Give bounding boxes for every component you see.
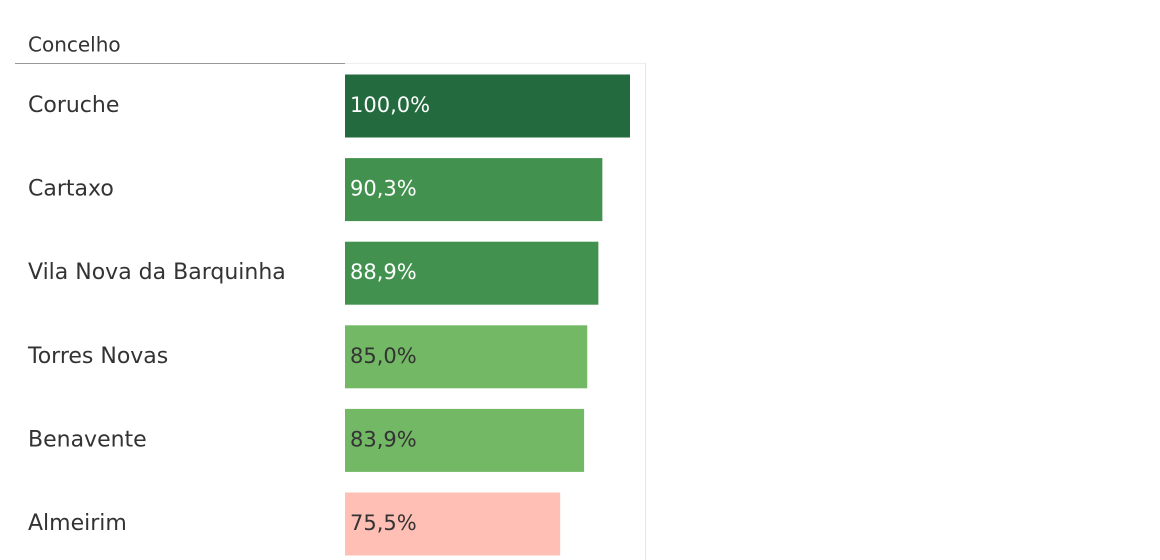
category-label: Benavente (28, 427, 147, 452)
category-label: Cartaxo (28, 177, 114, 202)
column-header: Concelho (28, 33, 121, 57)
value-label: 85,0% (350, 344, 417, 368)
bar (345, 158, 603, 222)
category-label: Coruche (28, 93, 119, 118)
bar (345, 408, 585, 472)
value-label: 90,3% (350, 177, 417, 201)
value-label: 100,0% (350, 93, 430, 117)
value-label: 75,5% (350, 511, 417, 535)
bar (345, 492, 561, 556)
category-label: Torres Novas (27, 344, 168, 369)
value-label: 83,9% (350, 427, 417, 451)
category-label: Vila Nova da Barquinha (28, 260, 286, 285)
bar (345, 241, 599, 305)
bar (345, 74, 630, 138)
category-label: Almeirim (28, 511, 127, 536)
bar (345, 325, 588, 389)
value-label: 88,9% (350, 260, 417, 284)
